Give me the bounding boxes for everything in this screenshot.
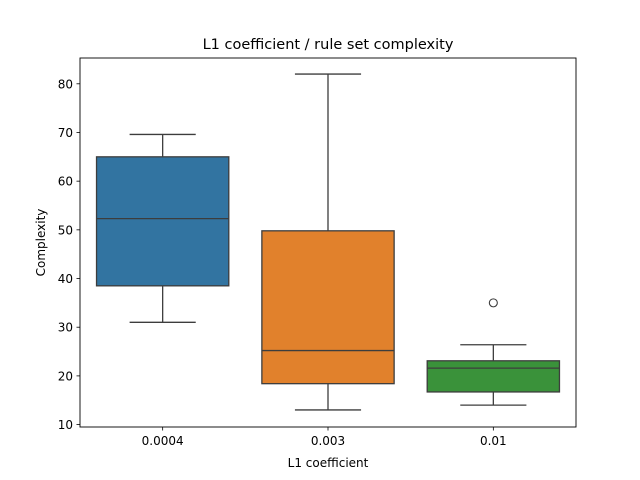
y-tick-label: 50 [58, 223, 73, 237]
x-tick-label: 0.003 [311, 434, 345, 448]
plot-frame [79, 57, 577, 428]
iqr-box [95, 156, 230, 287]
box-0.003 [261, 73, 395, 411]
y-tick-label: 40 [58, 272, 73, 286]
x-axis: 0.0004 0.003 0.01 [142, 427, 507, 448]
box-0.0004 [95, 133, 230, 323]
chart-title: L1 coefficient / rule set complexity [203, 37, 454, 53]
outlier-point [488, 298, 498, 308]
box-0.01 [426, 298, 561, 406]
y-tick-label: 60 [58, 175, 73, 189]
y-tick-label: 30 [58, 321, 73, 335]
x-tick-label: 0.0004 [142, 434, 184, 448]
y-axis-label: Complexity [34, 209, 48, 277]
x-axis-label: L1 coefficient [288, 456, 369, 470]
y-tick-label: 80 [58, 77, 73, 91]
y-tick-label: 10 [58, 418, 73, 432]
plot-area [95, 73, 561, 411]
y-axis: 10 20 30 40 50 60 70 80 [58, 77, 80, 432]
iqr-box [426, 360, 561, 393]
iqr-box [261, 230, 395, 385]
x-tick-label: 0.01 [480, 434, 507, 448]
y-tick-label: 20 [58, 369, 73, 383]
y-tick-label: 70 [58, 126, 73, 140]
